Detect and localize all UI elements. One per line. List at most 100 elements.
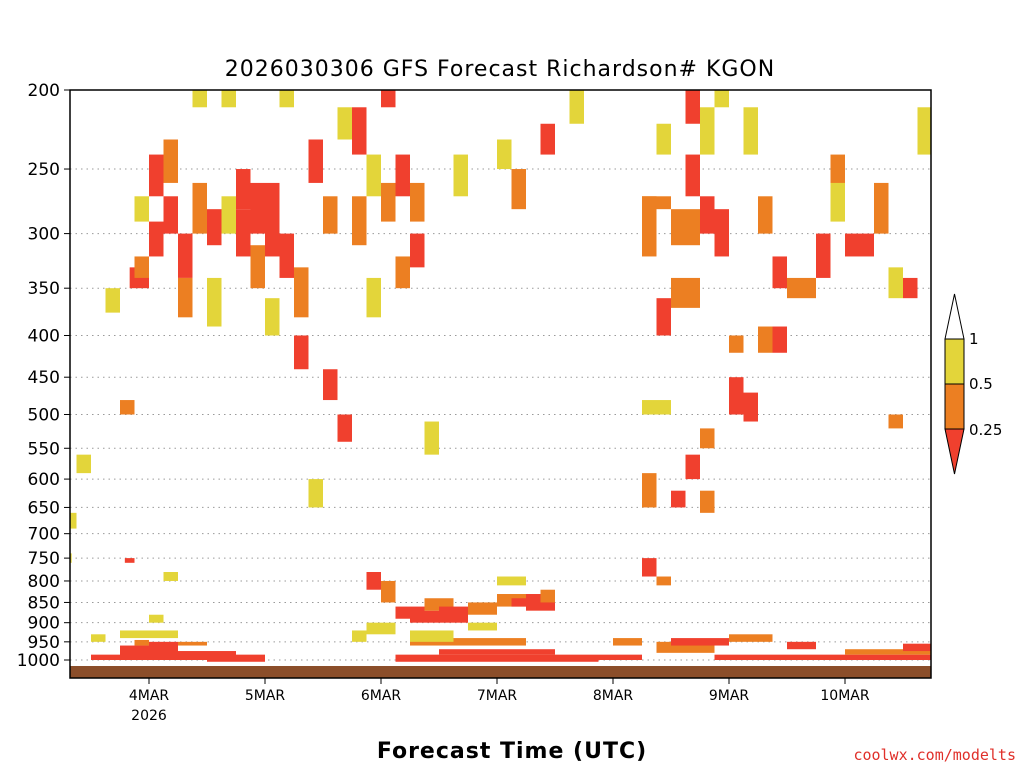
y-tick-label: 650 (28, 498, 60, 518)
y-axis-ticks: 200 250 300 350 400 450 500 550 600 650 700 750 8008… (17, 81, 70, 671)
data-cell (758, 196, 773, 234)
x-tick-label: 7MAR (477, 688, 518, 704)
x-tick-label: 6MAR (361, 688, 402, 704)
y-tick-label: 700 (28, 525, 60, 545)
data-cell (178, 641, 207, 646)
x-axis-label: Forecast Time (UTC) (377, 739, 647, 764)
data-cell (569, 90, 584, 124)
data-cell (410, 233, 425, 268)
data-cell (250, 182, 265, 234)
y-tick-label: 450 (28, 368, 60, 388)
x-tick-label: 4MAR (129, 688, 170, 704)
data-cell (743, 107, 758, 155)
data-cell (758, 326, 773, 353)
data-cell (352, 630, 367, 642)
x-axis-ticks: 4MAR 2026 5MAR 6MAR 7MAR 8MAR 9MAR 10MAR (129, 678, 870, 724)
data-cell (787, 277, 816, 299)
data-cell (598, 654, 642, 660)
data-cell (221, 196, 236, 234)
data-cell (366, 622, 396, 635)
legend-swatch-0.25-0.5 (944, 383, 965, 430)
data-cell (671, 209, 700, 246)
x-tick-label: 10MAR (820, 688, 869, 704)
data-cell (366, 572, 381, 590)
plot-frame (69, 89, 932, 679)
data-cell (642, 196, 657, 257)
data-cell (511, 169, 526, 210)
credit-text: coolwx.com/modelts (853, 746, 1016, 764)
data-cell (888, 267, 903, 299)
data-cell (395, 256, 410, 289)
data-cell (265, 298, 280, 336)
data-cell (772, 256, 787, 289)
data-cell (366, 277, 381, 318)
data-cell (671, 490, 686, 508)
data-cell (685, 90, 700, 124)
data-cell (70, 512, 77, 529)
data-cell (540, 123, 555, 155)
data-cell (381, 90, 396, 108)
data-cell (642, 558, 657, 577)
data-cell (671, 638, 729, 646)
data-cell (700, 196, 715, 234)
y-tick-label: 750 (28, 549, 60, 569)
y-tick-label: 400 (28, 326, 60, 346)
data-cell (424, 421, 439, 455)
data-cell (395, 154, 410, 197)
data-cell (207, 654, 265, 662)
data-cell (410, 638, 526, 646)
data-cell (845, 649, 931, 655)
data-cell (729, 377, 744, 415)
data-cell (714, 90, 729, 108)
data-cell (410, 610, 439, 623)
data-cell (656, 400, 671, 415)
data-cell (265, 182, 280, 257)
data-cell (830, 154, 845, 183)
data-cell (714, 209, 729, 257)
data-cell (439, 649, 555, 655)
data-cell (685, 454, 700, 480)
y-tick-label: 800 (28, 572, 60, 592)
legend-swatch-under-0.25 (944, 428, 965, 475)
data-cell (656, 641, 715, 653)
data-cell (134, 256, 149, 278)
data-cell (294, 267, 309, 318)
data-cell (700, 428, 715, 449)
data-cell (381, 580, 396, 603)
data-cell (308, 479, 323, 508)
data-cell (221, 90, 236, 108)
data-cell (656, 298, 671, 336)
data-cell (279, 90, 294, 108)
data-cell (323, 196, 338, 234)
data-cell (105, 288, 120, 313)
data-cell (149, 154, 164, 197)
data-cell (76, 454, 91, 474)
data-cell (134, 196, 149, 222)
data-cell (729, 335, 744, 353)
data-cell (903, 277, 918, 299)
y-tick-label: 850 (28, 593, 60, 613)
data-cell (816, 233, 831, 278)
data-cell (294, 335, 309, 370)
y-tick-label: 500 (28, 406, 60, 426)
y-tick-label: 1000 (17, 651, 60, 671)
data-cell (352, 107, 367, 155)
y-tick-label: 600 (28, 470, 60, 490)
data-cell (207, 277, 222, 327)
y-tick-label: 250 (28, 160, 60, 180)
data-cell (163, 139, 178, 183)
data-cell (903, 643, 931, 652)
data-cell (163, 572, 178, 581)
data-cell (178, 277, 193, 318)
y-tick-label: 950 (28, 633, 60, 653)
data-cells (70, 90, 931, 662)
data-cell (656, 123, 671, 155)
data-cell (729, 634, 773, 642)
x-tick-label: 9MAR (709, 688, 750, 704)
legend-label-1: 1 (969, 330, 979, 348)
data-cell (381, 182, 396, 222)
data-cell (656, 576, 671, 586)
data-cell (149, 221, 164, 257)
chart-title: 2026030306 GFS Forecast Richardson# KGON (225, 57, 775, 82)
data-cell (366, 154, 381, 197)
